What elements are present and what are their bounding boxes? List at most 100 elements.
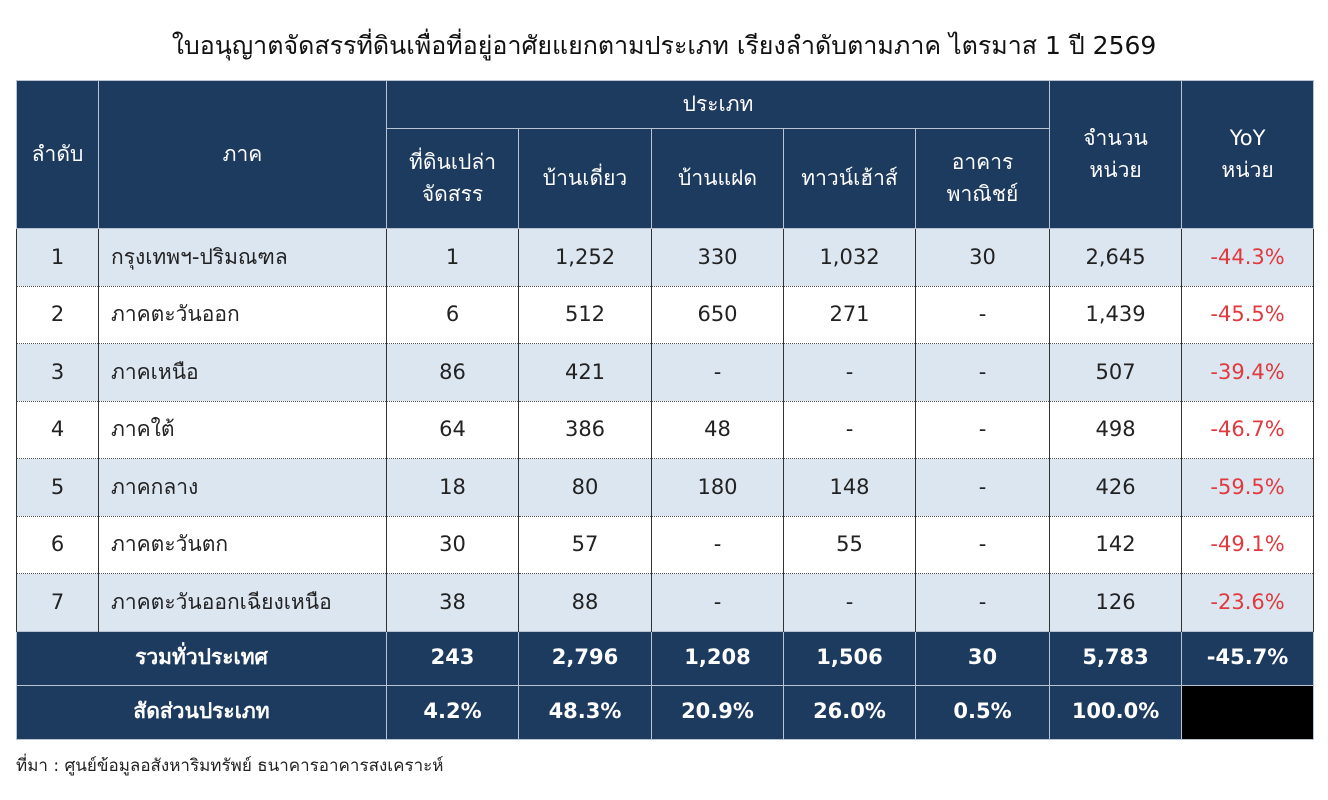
cell: 26.0%	[783, 684, 916, 740]
cell: 142	[1049, 516, 1183, 574]
cell: 55	[783, 516, 916, 574]
row: 4 ภาคใต้ 64 386 48- -498 -46.7%	[16, 401, 1315, 459]
cell: 6	[16, 516, 99, 574]
row: 6 ภาคตะวันตก 30 57-55-142 -49.1%	[16, 516, 1315, 574]
cell: 1,032	[783, 228, 916, 287]
cell: สัดส่วนประเภท	[16, 684, 387, 740]
header-cell: ภาค	[98, 80, 387, 229]
cell: -	[914, 401, 1051, 459]
cell: -	[783, 401, 916, 459]
cell: 7	[16, 573, 99, 632]
cell: 1,208	[651, 630, 784, 686]
header-cell: อาคาร พาณิชย์	[914, 128, 1051, 229]
cell: 2,796	[518, 630, 652, 686]
cell: 1,439	[1049, 286, 1183, 344]
cell: -	[651, 573, 784, 632]
cell: ภาคเหนือ	[98, 343, 387, 402]
cell: -44.3%	[1181, 228, 1315, 287]
row: 3 ภาคเหนือ 86 421- - -507 -39.4%	[16, 343, 1315, 402]
cell: ภาคกลาง	[98, 458, 387, 517]
cell: ภาคตะวันตก	[98, 516, 387, 574]
cell: 330	[651, 228, 784, 287]
cell: 271	[783, 286, 916, 344]
cell: 650	[651, 286, 784, 344]
cell: -	[914, 516, 1051, 574]
cell: -	[914, 286, 1051, 344]
cell: 1,506	[783, 630, 916, 686]
cell: 4.2%	[386, 684, 519, 740]
header-cell: ทาวน์เฮ้าส์	[783, 128, 916, 229]
cell: 507	[1049, 343, 1183, 402]
cell: 386	[518, 401, 652, 459]
row: 7 ภาคตะวันออกเฉียงเหนือ 38 88- - -126 -23.6%	[16, 573, 1315, 632]
cell: 6	[386, 286, 519, 344]
cell: 48.3%	[518, 684, 652, 740]
table: ลำดับ ภาค ประเภท จำนวน หน่วย YoY หน่วย ท…	[16, 80, 1315, 740]
title: ใบอนุญาตจัดสรรที่ดินเพื่อที่อยู่อาศัยแยก…	[171, 31, 1157, 60]
cell: 2,645	[1049, 228, 1183, 287]
summary-row: รวมทั่วประเทศ 243 2,796 1,208 1,506 30 5,783 -4…	[16, 630, 1315, 686]
header-cell: ลำดับ	[16, 80, 99, 229]
cell: 20.9%	[651, 684, 784, 740]
cell: 0.5%	[914, 684, 1051, 740]
cell: ภาคตะวันออก	[98, 286, 387, 344]
cell: 126	[1049, 573, 1183, 632]
cell: -59.5%	[1181, 458, 1315, 517]
row: 5 ภาคกลาง 18 80 180 148-426 -59.5%	[16, 458, 1315, 517]
header-cell: บ้านแฝด	[651, 128, 784, 229]
header-cell: YoY หน่วย	[1181, 80, 1315, 229]
cell: กรุงเทพฯ-ปริมณฑล	[98, 228, 387, 287]
cell: 64	[386, 401, 519, 459]
cell: 148	[783, 458, 916, 517]
cell: -	[914, 458, 1051, 517]
cell: 1	[386, 228, 519, 287]
cell: 498	[1049, 401, 1183, 459]
cell: 30	[914, 630, 1051, 686]
cell: 5	[16, 458, 99, 517]
cell: ภาคใต้	[98, 401, 387, 459]
summary-row: สัดส่วนประเภท 4.2% 48.3% 20.9% 26.0% 0.5% 100.…	[16, 684, 1315, 740]
cell: 80	[518, 458, 652, 517]
cell: 48	[651, 401, 784, 459]
cell: 18	[386, 458, 519, 517]
cell: 4	[16, 401, 99, 459]
cell: 5,783	[1049, 630, 1183, 686]
cell: 88	[518, 573, 652, 632]
cell: 512	[518, 286, 652, 344]
header-cell: ที่ดินเปล่า จัดสรร	[386, 128, 519, 229]
blank-cell	[1181, 684, 1315, 740]
cell: ภาคตะวันออกเฉียงเหนือ	[98, 573, 387, 632]
cell: -39.4%	[1181, 343, 1315, 402]
cell: -	[651, 343, 784, 402]
cell: 38	[386, 573, 519, 632]
cell: 100.0%	[1049, 684, 1183, 740]
header-cell: ประเภท	[385, 80, 1051, 129]
cell: 243	[386, 630, 519, 686]
cell: -	[651, 516, 784, 574]
row: 1 กรุงเทพฯ-ปริมณฑล 1 1,252 330 1,032 30 2,645 -4…	[16, 228, 1315, 287]
cell: 180	[651, 458, 784, 517]
cell: -	[914, 573, 1051, 632]
cell: 3	[16, 343, 99, 402]
cell: 421	[518, 343, 652, 402]
source: ที่มา : ศูนย์ข้อมูลอสังหาริมทรัพย์ ธนาคา…	[16, 756, 444, 776]
cell: -46.7%	[1181, 401, 1315, 459]
cell: -45.5%	[1181, 286, 1315, 344]
cell: 30	[386, 516, 519, 574]
cell: -23.6%	[1181, 573, 1315, 632]
row: 2 ภาคตะวันออก 6 512 650 271-1,439 -45.5%	[16, 286, 1315, 344]
cell: -45.7%	[1181, 630, 1315, 686]
cell: 57	[518, 516, 652, 574]
cell: 1,252	[518, 228, 652, 287]
cell: 426	[1049, 458, 1183, 517]
header-cell: บ้านเดี่ยว	[518, 128, 652, 229]
cell: รวมทั่วประเทศ	[16, 630, 387, 686]
cell: -49.1%	[1181, 516, 1315, 574]
cell: 1	[16, 228, 99, 287]
cell: 30	[914, 228, 1051, 287]
cell: -	[783, 343, 916, 402]
cell: -	[783, 573, 916, 632]
cell: 2	[16, 286, 99, 344]
cell: -	[914, 343, 1051, 402]
